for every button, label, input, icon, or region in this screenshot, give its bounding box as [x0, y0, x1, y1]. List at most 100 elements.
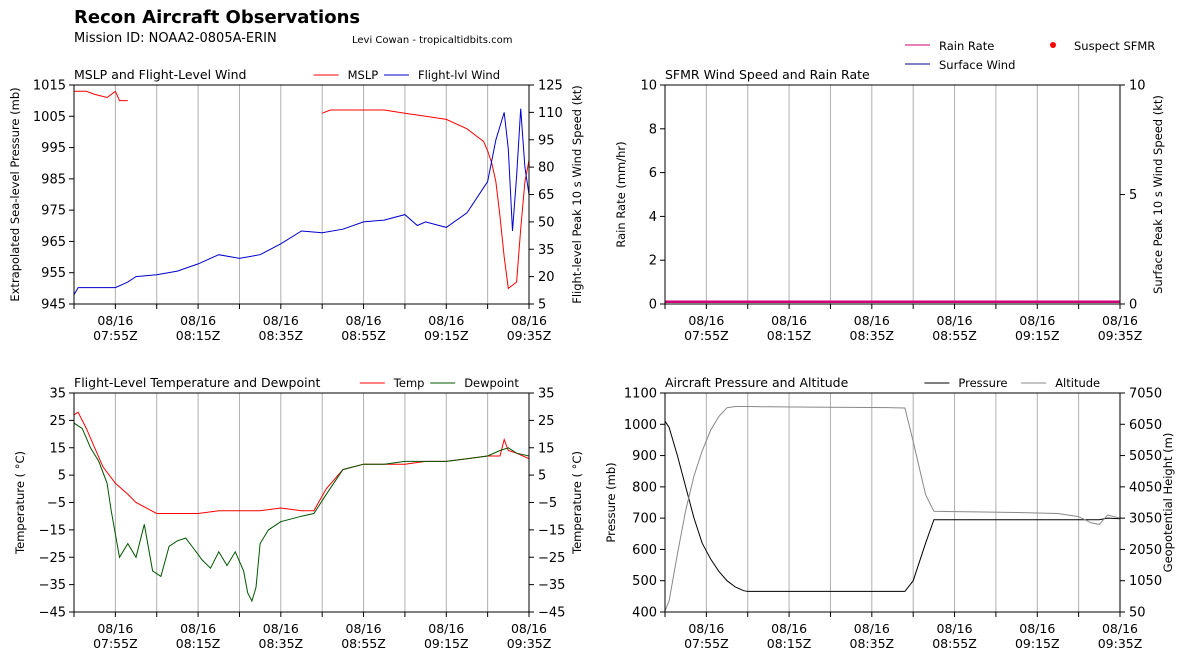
x-tick-label-date: 08/16	[180, 313, 216, 328]
x-tick-label-time: 08:55Z	[932, 636, 977, 651]
y-tick-label-left: 2	[649, 254, 657, 269]
legend-marker	[1050, 42, 1056, 48]
y-tick-label-right: −25	[538, 551, 565, 566]
x-tick-label-date: 08/16	[1019, 313, 1055, 328]
y-tick-label-right: 50	[1129, 606, 1146, 621]
x-tick-label-time: 09:15Z	[1015, 636, 1060, 651]
y-tick-label-left: 400	[632, 606, 657, 621]
x-tick-label-time: 08:35Z	[259, 636, 304, 651]
legend-label: Suspect SFMR	[1074, 39, 1155, 53]
x-tick-label-date: 08/16	[511, 313, 547, 328]
x-tick-label-time: 08:15Z	[767, 636, 812, 651]
y-tick-label-left: 965	[41, 235, 66, 250]
chart-panel-temp_dew	[69, 382, 534, 617]
panel-title: MSLP and Flight-Level Wind	[74, 67, 246, 82]
panel-title: SFMR Wind Speed and Rain Rate	[665, 67, 870, 82]
mission-id: Mission ID: NOAA2-0805A-ERIN	[74, 31, 277, 46]
x-tick-label-date: 08/16	[688, 313, 724, 328]
x-tick-label-time: 07:55Z	[684, 636, 729, 651]
chart-panel-mslp_wind	[69, 74, 534, 309]
y-tick-label-right: −35	[538, 578, 565, 593]
y-tick-label-right: 5	[538, 469, 546, 484]
y-tick-label-left: 1000	[624, 418, 657, 433]
legend-label: Dewpoint	[464, 376, 519, 390]
series-line-mslp	[74, 90, 116, 99]
series-line-pressure	[665, 420, 1120, 592]
panel-title: Aircraft Pressure and Altitude	[665, 375, 849, 390]
x-tick-label-date: 08/16	[180, 621, 216, 636]
y-tick-label-left: 985	[41, 172, 66, 187]
y-tick-label-left: −35	[39, 578, 66, 593]
y-tick-label-right: −5	[538, 496, 557, 511]
y-tick-label-right: 35	[538, 243, 555, 258]
legend-label: Surface Wind	[939, 58, 1015, 72]
legend-label: Rain Rate	[939, 39, 994, 53]
x-tick-label-date: 08/16	[97, 313, 133, 328]
panel-title: Flight-Level Temperature and Dewpoint	[74, 375, 321, 390]
x-tick-label-time: 08:35Z	[850, 636, 895, 651]
y-tick-label-right: 80	[538, 161, 555, 176]
legend-label: Altitude	[1055, 376, 1100, 390]
x-tick-label-date: 08/16	[688, 621, 724, 636]
y-axis-label-left: Extrapolated Sea-level Pressure (mb)	[8, 87, 22, 301]
y-tick-label-left: 35	[49, 387, 66, 402]
x-tick-label-date: 08/16	[854, 621, 890, 636]
y-tick-label-right: −45	[538, 606, 565, 621]
y-tick-label-left: 945	[41, 298, 66, 313]
legend-label: MSLP	[348, 68, 379, 82]
x-tick-label-date: 08/16	[428, 621, 464, 636]
y-tick-label-left: 5	[58, 469, 66, 484]
figure-title: Recon Aircraft Observations	[74, 7, 361, 28]
x-tick-label-date: 08/16	[771, 621, 807, 636]
y-tick-label-right: 0	[1129, 298, 1137, 313]
plot-frame	[664, 392, 1121, 613]
y-tick-label-left: 6	[649, 166, 657, 181]
x-tick-label-time: 08:15Z	[767, 328, 812, 343]
x-tick-label-time: 08:35Z	[259, 328, 304, 343]
series-line-mslp	[114, 91, 128, 102]
y-tick-label-right: 6050	[1129, 418, 1162, 433]
series-line-mslp	[322, 109, 529, 290]
y-tick-label-right: 25	[538, 414, 555, 429]
x-tick-label-time: 09:15Z	[424, 328, 469, 343]
x-tick-label-date: 08/16	[937, 313, 973, 328]
series-line-altitude	[665, 406, 1120, 612]
x-tick-label-date: 08/16	[428, 313, 464, 328]
y-tick-label-left: 800	[632, 480, 657, 495]
y-tick-label-right: 4050	[1129, 480, 1162, 495]
y-tick-label-left: −15	[39, 523, 66, 538]
y-tick-label-left: 955	[41, 266, 66, 281]
y-tick-label-right: 20	[538, 270, 555, 285]
x-tick-label-date: 08/16	[1102, 313, 1138, 328]
legend-label: Temp	[393, 376, 425, 390]
x-tick-label-time: 07:55Z	[93, 328, 138, 343]
y-tick-label-right: 15	[538, 441, 555, 456]
y-tick-label-right: 65	[538, 188, 555, 203]
y-tick-label-left: 600	[632, 543, 657, 558]
x-tick-label-date: 08/16	[511, 621, 547, 636]
x-tick-label-date: 08/16	[1019, 621, 1055, 636]
x-tick-label-date: 08/16	[771, 313, 807, 328]
legend-label: Flight-lvl Wind	[418, 68, 500, 82]
y-tick-label-right: 7050	[1129, 387, 1162, 402]
y-tick-label-right: 125	[538, 79, 563, 94]
y-axis-label-right: Flight-level Peak 10 s Wind Speed (kt)	[570, 85, 584, 304]
y-tick-label-left: 1100	[624, 387, 657, 402]
x-tick-label-time: 09:35Z	[1098, 636, 1143, 651]
y-tick-label-right: 2050	[1129, 543, 1162, 558]
y-tick-label-left: 1005	[33, 110, 66, 125]
y-tick-label-right: 110	[538, 106, 563, 121]
y-tick-label-right: 10	[1129, 79, 1146, 94]
y-tick-label-left: 10	[640, 79, 657, 94]
series-line-dewpoint	[74, 422, 529, 603]
y-tick-label-left: 8	[649, 122, 657, 137]
x-tick-label-time: 07:55Z	[684, 328, 729, 343]
x-tick-label-time: 08:35Z	[850, 328, 895, 343]
y-tick-label-left: 0	[649, 298, 657, 313]
x-tick-label-date: 08/16	[346, 621, 382, 636]
y-tick-label-left: 975	[41, 204, 66, 219]
x-tick-label-time: 09:35Z	[507, 636, 552, 651]
y-tick-label-left: 25	[49, 414, 66, 429]
plot-frame	[664, 84, 1121, 305]
y-tick-label-left: −5	[47, 496, 66, 511]
